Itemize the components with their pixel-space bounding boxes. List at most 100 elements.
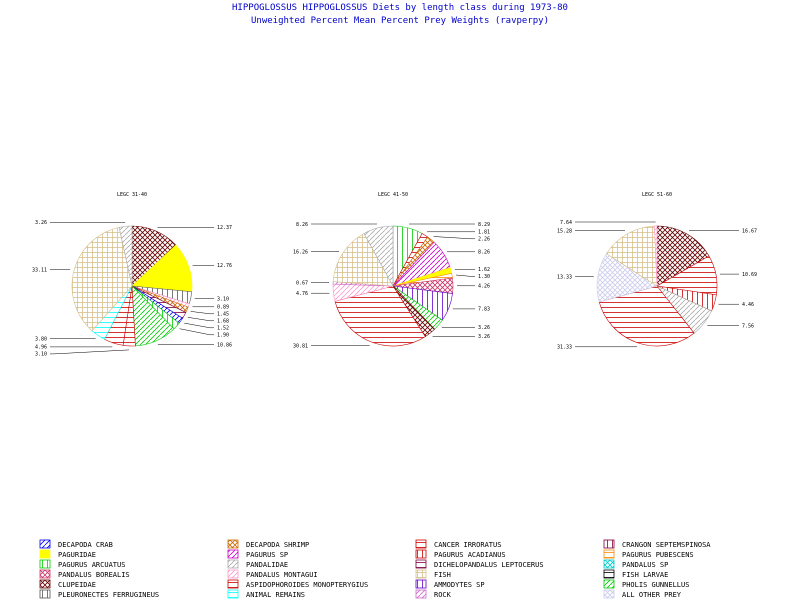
legend-label: PANDALUS MONTAGUI [246,571,318,579]
legend-swatch [603,549,615,559]
slice-label: 1.81 [478,230,490,236]
legend-label: AMMODYTES SP [434,581,485,589]
slice-label: 7.64 [560,220,572,226]
slice-label: 8.26 [478,250,490,256]
legend-swatch [227,559,239,569]
legend-swatch [603,589,615,599]
legend-item-pleuronectes-ferrugineus: PLEURONECTES FERRUGINEUS [39,589,159,599]
pie-chart-1: LEGC 31-40 12.37 12.76 3.10 0.891.451.681.52… [32,192,232,358]
legend-item-pholis-gunnellus: PHOLIS GUNNELLUS [603,579,689,589]
pie-slice-pandalidae [363,225,394,287]
legend-swatch [603,569,615,579]
legend-label: PAGURIDAE [58,551,96,559]
slice-label: 3.26 [35,220,47,226]
legend-swatch [603,559,615,569]
legend-label: DECAPODA CRAB [58,541,113,549]
legend-label: PHOLIS GUNNELLUS [622,581,689,589]
legend-swatch [39,549,51,559]
legend-swatch [415,569,427,579]
legend-swatch [415,579,427,589]
legend-item-decapoda-crab: DECAPODA CRAB [39,539,113,549]
slice-label: 4.26 [478,284,490,290]
slice-label: 3.80 [35,336,47,342]
slice-label: 16.67 [742,228,757,234]
legend-item-aspidophoroides-monopterygius: ASPIDOPHOROIDES MONOPTERYGIUS [227,579,368,589]
legend-label: PAGURUS SP [246,551,288,559]
legend-label: CLUPEIDAE [58,581,96,589]
pie-chart-3: LEGC 51-60 16.67 10.69 4.46 7.56 7.64 15.28 13.… [557,192,757,351]
legend-label: CRANGON SEPTEMSPINOSA [622,541,711,549]
legend-item-pandalus-borealis: PANDALUS BOREALIS [39,569,130,579]
slice-label: 1.62 [478,267,490,273]
slice-label: 3.26 [478,325,490,331]
legend-swatch [415,539,427,549]
legend-label: PANDALIDAE [246,561,288,569]
legend-label: PAGURUS ARCUATUS [58,561,125,569]
legend-swatch [415,589,427,599]
legend-item-pandalidae: PANDALIDAE [227,559,288,569]
legend-item-fish: FISH [415,569,451,579]
slice-label: 1.45 [217,312,229,318]
slice-label: 1.68 [217,319,229,325]
legend-swatch [227,539,239,549]
slice-label: 2.26 [478,237,490,243]
slice-label: 8.26 [296,222,308,228]
legend-item-decapoda-shrimp: DECAPODA SHRIMP [227,539,309,549]
legend-item-animal-remains: ANIMAL REMAINS [227,589,305,599]
slice-label: 1.30 [478,274,490,280]
slice-label: 7.83 [478,307,490,313]
slice-label: 1.90 [217,333,229,339]
legend-label: DECAPODA SHRIMP [246,541,309,549]
legend-label: CANCER IRRORATUS [434,541,501,549]
legend-swatch [603,539,615,549]
legend-item-clupeidae: CLUPEIDAE [39,579,96,589]
slice-label: 12.37 [217,225,232,231]
pie-slice-fish [332,233,394,287]
slice-label: 4.76 [296,291,308,297]
pie-slice-fish [71,227,133,332]
pie-slice-aspidophoroides-monopterygius [598,285,695,347]
slice-label: 16.26 [293,249,308,255]
slice-label: 33.11 [32,268,47,274]
slice-label: 3.10 [35,352,47,358]
legend-item-paguridae: PAGURIDAE [39,549,96,559]
legend-label: DICHELOPANDALUS LEPTOCERUS [434,561,544,569]
legend-item-pagurus-acadianus: PAGURUS ACADIANUS [415,549,506,559]
chart-title: HIPPOGLOSSUS HIPPOGLOSSUS Diets by lengt… [232,3,568,13]
pie-slice-clupeidae [656,225,710,287]
slice-label: 0.89 [217,305,229,311]
pie-title: LEGC 41-50 [378,192,408,198]
legend-label: PLEURONECTES FERRUGINEUS [58,591,159,599]
legend: DECAPODA CRAB DECAPODA SHRIMP CANCER IRROR… [39,539,711,599]
legend-item-crangon-septemspinosa: CRANGON SEPTEMSPINOSA [603,539,711,549]
legend-swatch [415,559,427,569]
legend-label: PAGURUS ACADIANUS [434,551,506,559]
slice-label: 3.10 [217,296,229,302]
legend-label: FISH [434,571,451,579]
pie-slice-pandalus-montagui [654,225,658,287]
legend-item-ammodytes-sp: AMMODYTES SP [415,579,485,589]
slice-label: 4.96 [35,345,47,351]
legend-label: ANIMAL REMAINS [246,591,305,599]
legend-swatch [227,569,239,579]
legend-label: FISH LARVAE [622,571,668,579]
slice-label: 12.76 [217,263,232,269]
pie-slice-fish [606,225,658,287]
legend-swatch [39,559,51,569]
slice-label: 3.26 [478,334,490,340]
slice-label: 4.46 [742,302,754,308]
legend-label: PAGURUS PUBESCENS [622,551,694,559]
slice-label: 1.52 [217,326,229,332]
legend-item-pagurus-arcuatus: PAGURUS ARCUATUS [39,559,125,569]
legend-label: ALL OTHER PREY [622,591,682,599]
pie-title: LEGC 31-40 [117,192,147,198]
slice-label: 0.67 [296,280,308,286]
legend-item-rock: ROCK [415,589,452,599]
legend-label: PANDALUS BOREALIS [58,571,130,579]
slice-label: 30.81 [293,343,308,349]
slice-label: 15.28 [557,228,572,234]
legend-item-pagurus-pubescens: PAGURUS PUBESCENS [603,549,694,559]
legend-swatch [39,569,51,579]
legend-item-dichelopandalus-leptocerus: DICHELOPANDALUS LEPTOCERUS [415,559,544,569]
